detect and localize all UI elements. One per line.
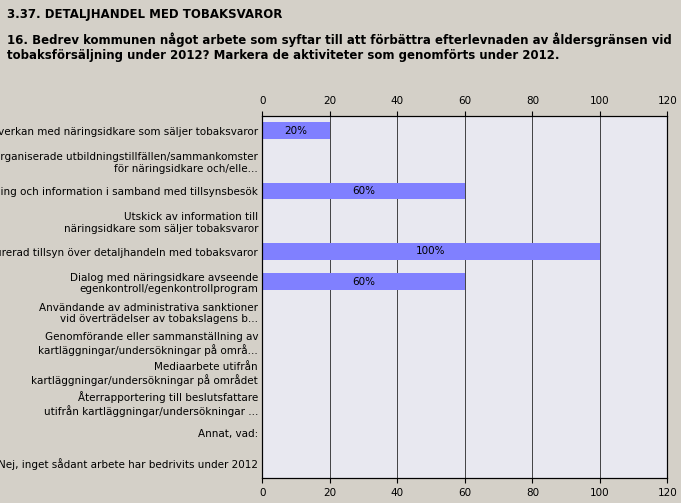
Text: 20%: 20% bbox=[285, 126, 307, 136]
Bar bbox=[262, 183, 464, 200]
Bar bbox=[262, 274, 464, 290]
Text: 60%: 60% bbox=[352, 277, 375, 287]
Text: 3.37. DETALJHANDEL MED TOBAKSVAROR: 3.37. DETALJHANDEL MED TOBAKSVAROR bbox=[7, 8, 282, 21]
Text: 16. Bedrev kommunen något arbete som syftar till att förbättra efterlevnaden av : 16. Bedrev kommunen något arbete som syf… bbox=[7, 33, 671, 62]
Bar bbox=[262, 122, 330, 139]
Text: 100%: 100% bbox=[416, 246, 446, 257]
Bar bbox=[262, 243, 600, 260]
Text: 60%: 60% bbox=[352, 186, 375, 196]
